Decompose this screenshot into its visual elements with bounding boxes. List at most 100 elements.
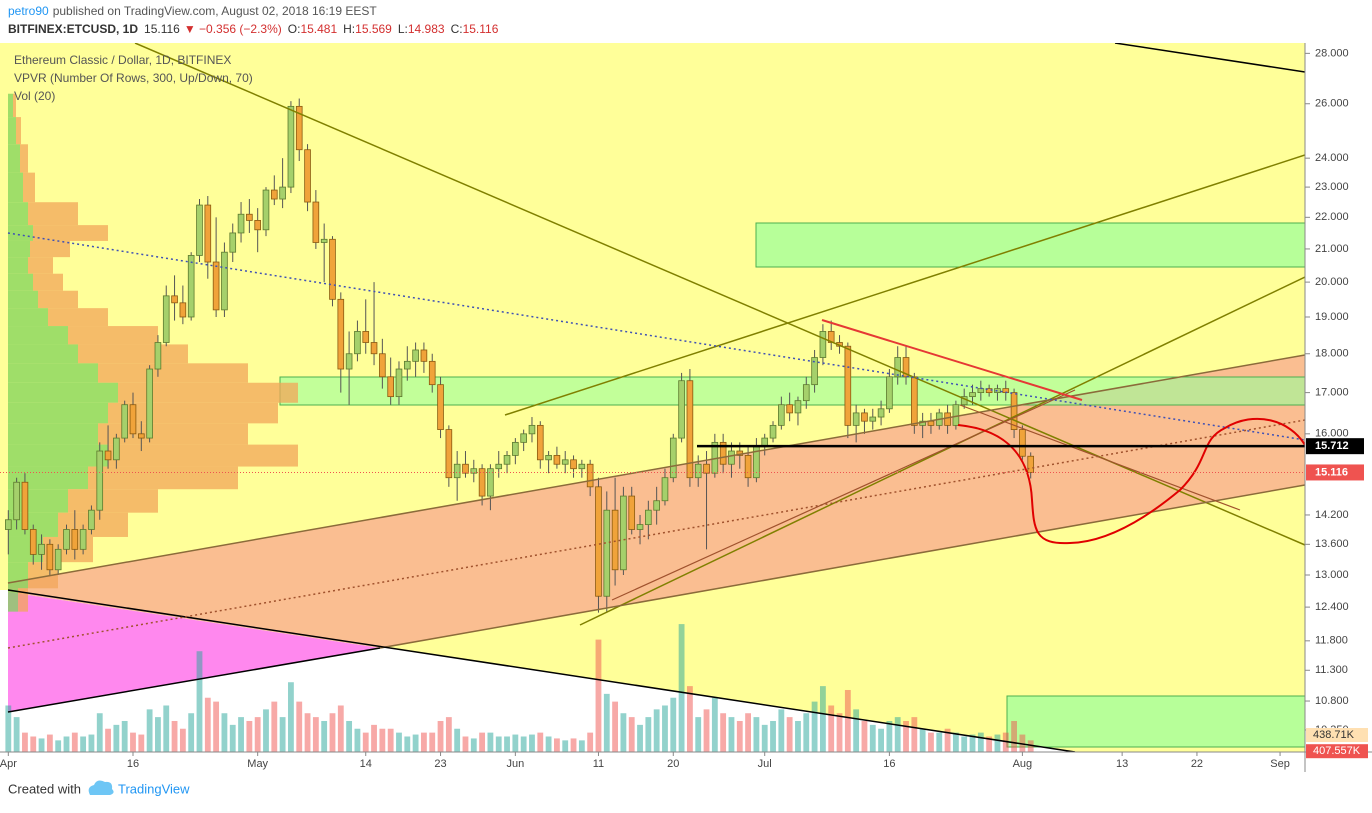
y-tick-label: 24.000	[1315, 152, 1349, 164]
volume-bar	[936, 732, 943, 752]
volume-bar	[944, 728, 951, 752]
y-tick-label: 12.400	[1315, 601, 1349, 613]
volume-bar	[753, 717, 760, 752]
volume-bar	[246, 720, 253, 752]
profile-down	[98, 363, 248, 383]
volume-bar	[803, 713, 810, 752]
x-tick-label: 14	[360, 758, 372, 770]
volume-bar	[38, 738, 45, 752]
candle-body	[536, 424, 544, 461]
trend-line	[7, 354, 1305, 584]
profile-down	[13, 93, 16, 118]
trend-line	[959, 404, 1241, 511]
candle-body	[603, 509, 611, 597]
profile-down	[88, 466, 238, 490]
volume-bar	[728, 717, 735, 752]
volume-bar	[213, 701, 220, 752]
candle-body	[802, 384, 810, 402]
candle-body	[229, 232, 237, 253]
volume-bar	[229, 724, 236, 752]
profile-up	[8, 202, 28, 226]
x-tick-label: Jul	[758, 758, 772, 770]
profile-down	[33, 273, 63, 291]
volume-bar	[271, 701, 278, 752]
x-tick-label: Aug	[1013, 758, 1033, 770]
ohlc-value: 15.481	[300, 22, 337, 36]
candle-body	[669, 437, 677, 479]
volume-bar	[105, 728, 111, 752]
x-tick-label: Jun	[506, 758, 524, 770]
x-tick-label: May	[247, 758, 268, 770]
volume-bar	[562, 740, 569, 752]
price-label: 15.712	[1315, 440, 1349, 452]
candle-body	[512, 441, 519, 456]
candle-body	[345, 353, 353, 370]
candle-body	[88, 509, 95, 530]
x-tick-label: 16	[127, 758, 139, 770]
volume-bar	[312, 717, 319, 752]
profile-up	[8, 225, 33, 241]
trend-line	[611, 389, 1076, 601]
candle-body	[719, 441, 727, 465]
y-tick-label: 19.000	[1315, 311, 1349, 323]
candle-body	[794, 400, 802, 414]
profile-down	[118, 382, 298, 403]
volume-bar	[304, 713, 311, 752]
volume-bar	[163, 705, 170, 752]
ohlc-key: H:	[343, 22, 355, 36]
volume-bar	[479, 732, 486, 752]
profile-down	[23, 172, 35, 203]
candle-body	[902, 357, 910, 378]
candle-body	[437, 384, 444, 430]
volume-bar	[238, 717, 244, 752]
candle-body	[478, 468, 486, 497]
volume-bar	[146, 709, 153, 752]
candle-body	[487, 468, 494, 497]
candle-body	[204, 204, 212, 263]
volume-bar	[628, 717, 635, 752]
y-tick-label: 20.000	[1315, 276, 1349, 288]
profile-down	[108, 444, 298, 467]
volume-bar	[63, 736, 70, 752]
candle-body	[786, 404, 793, 414]
candle-body	[628, 495, 636, 530]
profile-up	[8, 308, 48, 327]
profile-down	[18, 588, 28, 612]
author[interactable]: petro90	[8, 4, 49, 18]
candle-body	[29, 529, 37, 555]
ohlc-value: 15.569	[355, 22, 392, 36]
candle-body	[503, 455, 511, 465]
footer-brand[interactable]: TradingView	[118, 781, 190, 796]
volume-bar	[454, 728, 461, 752]
volume-bar	[836, 713, 843, 752]
candle-body	[329, 238, 336, 300]
candle-body	[104, 450, 112, 461]
candle-body	[586, 463, 594, 488]
candle-body	[861, 412, 868, 422]
candle-body	[778, 404, 785, 426]
profile-up	[8, 172, 23, 203]
volume-bar	[811, 701, 818, 752]
volume-label: 407.557K	[1313, 745, 1361, 757]
candle-body	[121, 404, 128, 439]
volume-bar	[495, 736, 502, 752]
volume-bar	[977, 732, 984, 752]
volume-bar	[795, 720, 801, 752]
legend-title: Ethereum Classic / Dollar, 1D, BITFINEX	[14, 53, 231, 67]
candle-body	[137, 433, 145, 439]
footer-text: Created with	[8, 781, 81, 796]
y-tick-label: 17.000	[1315, 387, 1349, 399]
volume-bar	[279, 717, 286, 752]
candle-body	[703, 463, 710, 474]
legend-indicator: Vol (20)	[14, 89, 55, 103]
profile-up	[8, 444, 108, 467]
candle-body	[561, 459, 569, 465]
volume-bar	[487, 732, 494, 752]
candle-body	[428, 360, 436, 386]
volume-bar	[761, 724, 768, 752]
volume-bar	[462, 736, 469, 752]
y-tick-label: 26.000	[1315, 98, 1349, 110]
candle-body	[379, 353, 386, 378]
candle-body	[412, 349, 419, 362]
volume-bar	[421, 732, 427, 752]
